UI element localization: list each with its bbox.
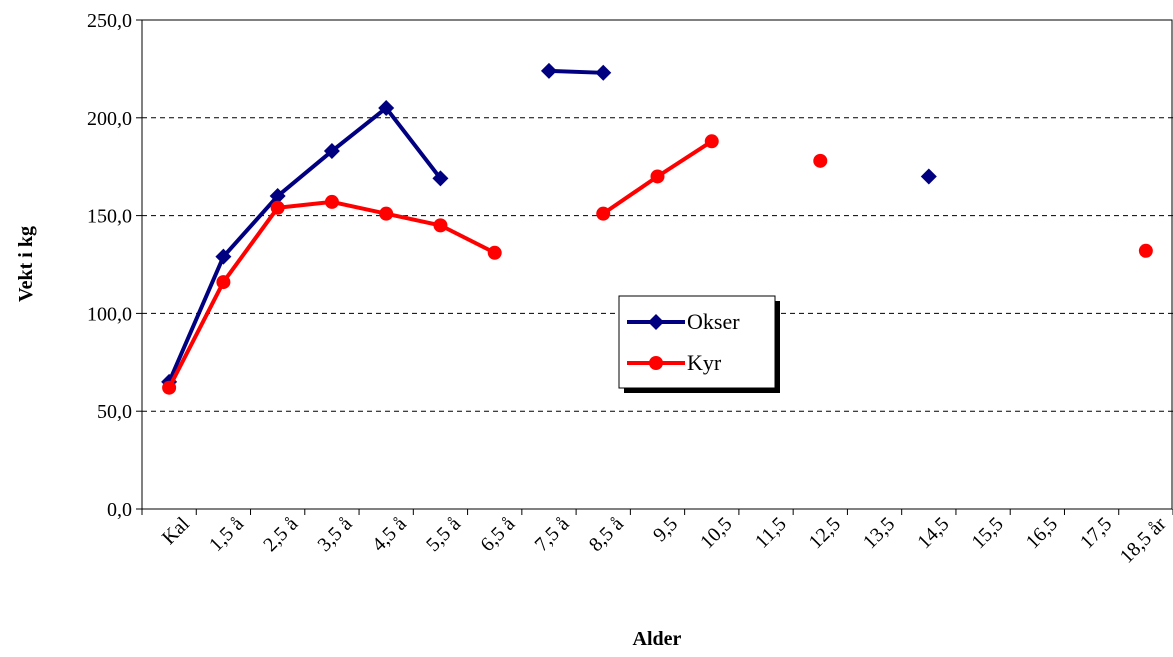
x-tick-label: 3,5 å bbox=[314, 513, 357, 556]
data-point bbox=[378, 100, 395, 117]
data-point bbox=[704, 134, 719, 149]
data-point bbox=[270, 200, 285, 215]
series-line bbox=[167, 105, 443, 383]
data-point bbox=[650, 169, 665, 184]
x-tick-label: 13,5 bbox=[859, 513, 899, 553]
data-point bbox=[1138, 243, 1153, 258]
data-point bbox=[432, 170, 449, 187]
x-tick-label: 7,5 å bbox=[531, 513, 574, 556]
x-tick-label: 6,5 å bbox=[476, 513, 519, 556]
y-tick-label: 100,0 bbox=[87, 303, 132, 325]
x-tick-label: 2,5 å bbox=[259, 513, 302, 556]
series-line bbox=[548, 68, 604, 75]
x-tick-label: 15,5 bbox=[967, 513, 1007, 553]
x-tick-label: 17,5 bbox=[1076, 513, 1116, 553]
data-point bbox=[487, 245, 502, 260]
plot-frame bbox=[141, 19, 1173, 510]
data-point bbox=[433, 218, 448, 233]
data-point bbox=[379, 206, 394, 221]
legend-label: Okser bbox=[687, 309, 740, 334]
y-tick-label: 200,0 bbox=[87, 108, 132, 130]
data-point bbox=[323, 143, 340, 160]
data-point bbox=[216, 275, 231, 290]
x-tick-label: 8,5 å bbox=[585, 513, 628, 556]
data-point bbox=[269, 188, 286, 205]
x-tick-label: 16,5 bbox=[1022, 513, 1062, 553]
x-tick-label: 11,5 bbox=[751, 513, 791, 553]
y-tick-label: 0,0 bbox=[107, 499, 132, 521]
y-tick-label: 50,0 bbox=[97, 401, 132, 423]
legend-label: Kyr bbox=[687, 350, 722, 375]
y-tick-label: 150,0 bbox=[87, 206, 132, 228]
data-point bbox=[920, 168, 937, 185]
data-point bbox=[595, 64, 612, 81]
data-point bbox=[596, 206, 611, 221]
data-point bbox=[540, 62, 557, 79]
data-point bbox=[813, 153, 828, 168]
x-tick-label: Kal bbox=[158, 513, 194, 549]
x-tick-label: 14,5 bbox=[913, 513, 953, 553]
x-tick-label: 12,5 bbox=[805, 513, 845, 553]
data-point bbox=[215, 248, 232, 265]
x-tick-label: 5,5 å bbox=[422, 513, 465, 556]
x-tick-label: 9,5 bbox=[649, 513, 682, 546]
data-point bbox=[324, 194, 339, 209]
y-tick-label: 250,0 bbox=[87, 10, 132, 32]
x-axis-title: Alder bbox=[633, 628, 682, 650]
x-tick-label: 10,5 bbox=[696, 513, 736, 553]
y-axis-title: Vekt i kg bbox=[15, 226, 37, 302]
x-tick-label: 1,5 å bbox=[205, 513, 248, 556]
legend bbox=[618, 295, 776, 389]
legend-marker bbox=[649, 356, 663, 370]
x-tick-label: 18,5 år bbox=[1116, 513, 1171, 568]
x-tick-label: 4,5 å bbox=[368, 513, 411, 556]
data-point bbox=[162, 380, 177, 395]
legend-marker bbox=[648, 314, 664, 330]
